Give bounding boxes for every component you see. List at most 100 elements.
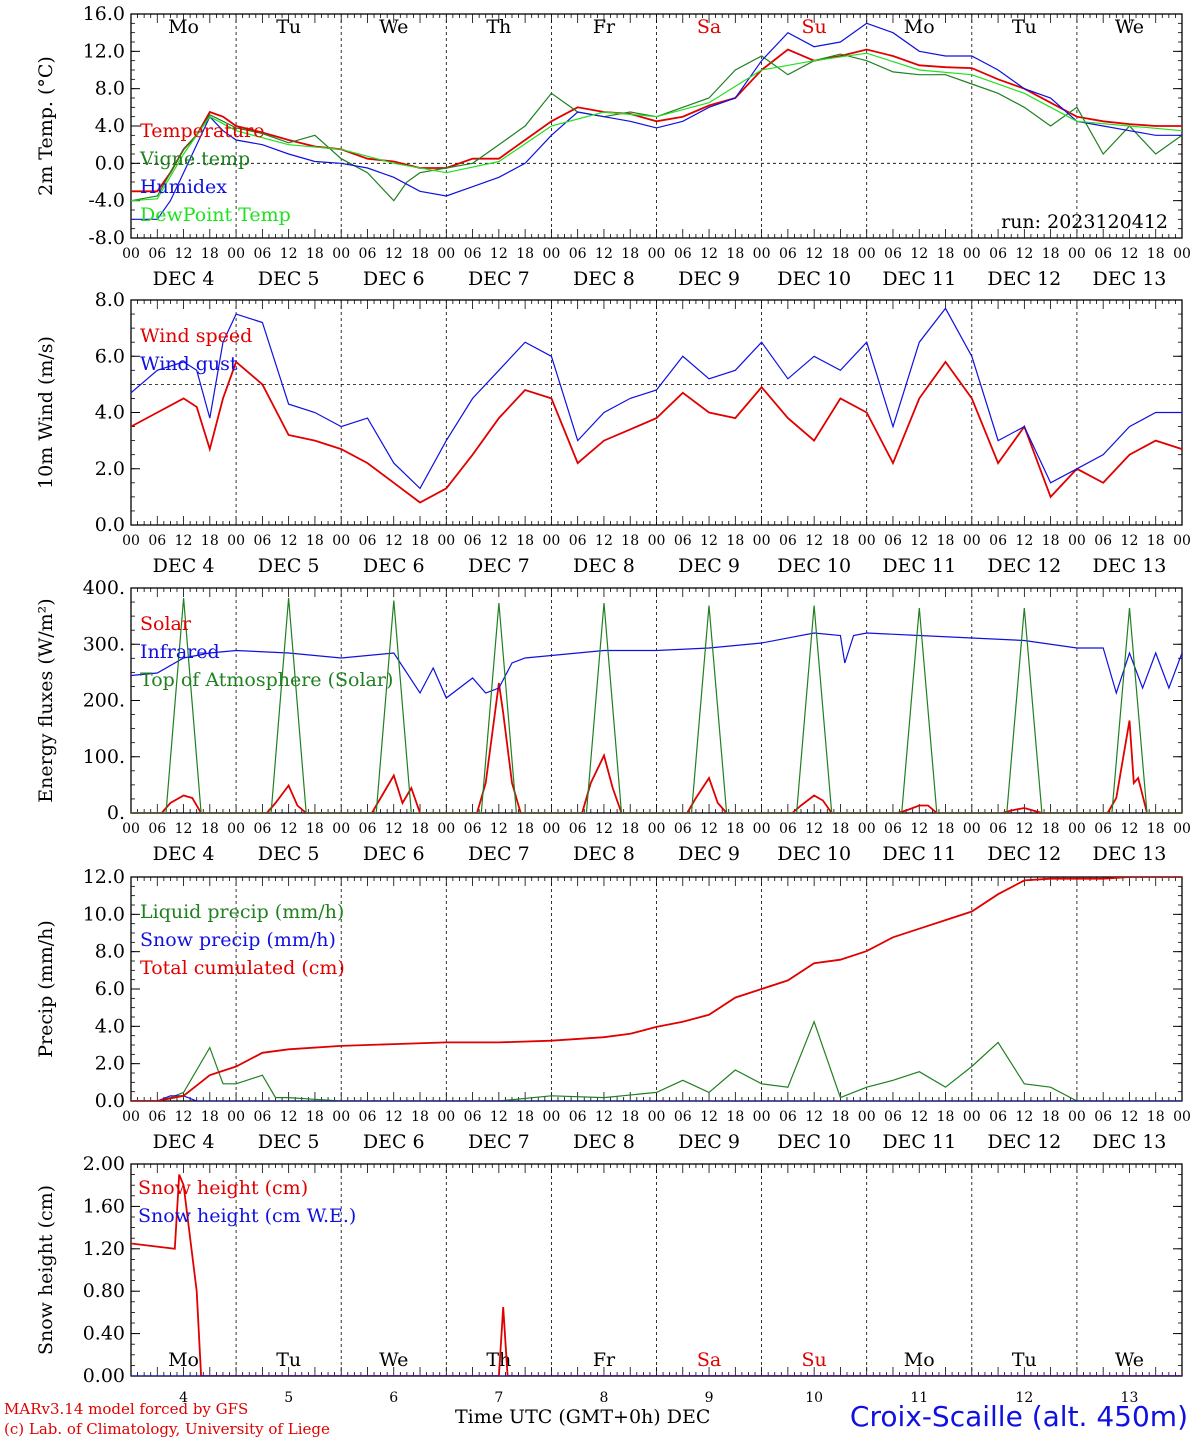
y-tick-label: 16.0: [83, 3, 125, 25]
weekday-label: We: [1115, 16, 1144, 38]
hour-label: 12: [490, 246, 508, 262]
hour-label: 06: [464, 821, 482, 837]
hour-label: 12: [1121, 533, 1139, 549]
date-label: DEC 4: [153, 1131, 215, 1153]
y-tick-label: 1.60: [83, 1195, 125, 1217]
hour-label: 12: [1015, 246, 1033, 262]
legend-entry: Vigne temp: [139, 148, 250, 170]
hour-label: 06: [359, 533, 377, 549]
date-label: DEC 13: [1093, 268, 1167, 290]
hour-label: 12: [385, 533, 403, 549]
series-line-dewpoint-temp: [131, 52, 1182, 202]
series-line-humidex: [131, 22, 1182, 220]
hour-label: 00: [437, 1109, 455, 1125]
hour-label: 06: [674, 1109, 692, 1125]
hour-label: 00: [1173, 1109, 1191, 1125]
y-tick-label: 0.00: [83, 1365, 125, 1387]
hour-label: 00: [227, 821, 245, 837]
hour-label: 00: [542, 821, 560, 837]
date-label: DEC 12: [987, 843, 1061, 865]
date-label: DEC 12: [987, 555, 1061, 577]
date-label: DEC 5: [258, 555, 320, 577]
hour-label: 00: [753, 1109, 771, 1125]
hour-label: 06: [674, 821, 692, 837]
hour-label: 06: [464, 533, 482, 549]
legend-entry: Wind speed: [140, 325, 252, 347]
hour-label: 18: [411, 821, 429, 837]
hour-label: 12: [700, 1109, 718, 1125]
hour-label: 00: [227, 1109, 245, 1125]
hour-label: 18: [1147, 1109, 1165, 1125]
weekday-label: Fr: [593, 16, 616, 38]
hour-label: 12: [805, 533, 823, 549]
series-line-top-of-atmosphere-solar-: [131, 597, 1182, 813]
hour-label: 06: [884, 246, 902, 262]
date-label: DEC 11: [882, 268, 956, 290]
hour-label: 18: [832, 533, 850, 549]
hour-label: 06: [253, 1109, 271, 1125]
hour-label: 06: [1094, 246, 1112, 262]
date-label: DEC 6: [363, 555, 425, 577]
legend-entry: Snow precip (mm/h): [140, 929, 336, 951]
hour-label: 18: [621, 821, 639, 837]
hour-label: 12: [490, 821, 508, 837]
date-label: DEC 5: [258, 1131, 320, 1153]
hour-label: 00: [227, 246, 245, 262]
date-label: DEC 4: [153, 843, 215, 865]
series-line-wind-speed: [131, 360, 1182, 504]
hour-label: 18: [1042, 821, 1060, 837]
date-label: DEC 6: [363, 1131, 425, 1153]
panel-5: 0.00 0.40 0.80 1.20 1.60 2.00 Snow height (cm)…: [35, 1153, 1183, 1406]
hour-label: 00: [332, 246, 350, 262]
series-line-solar: [131, 682, 1182, 813]
day-number-label: 12: [1015, 1390, 1033, 1406]
y-tick-label: 0.: [107, 802, 125, 824]
day-number-label: 13: [1121, 1390, 1139, 1406]
hour-label: 12: [280, 821, 298, 837]
hour-label: 00: [122, 821, 140, 837]
hour-label: 12: [910, 246, 928, 262]
series-line-infrared: [131, 632, 1182, 699]
date-label: DEC 8: [573, 555, 635, 577]
date-label: DEC 13: [1093, 555, 1167, 577]
series-line-liquid-precip-mm-h-: [131, 1019, 1182, 1101]
hour-label: 00: [332, 533, 350, 549]
hour-label: 06: [779, 1109, 797, 1125]
legend-entry: Snow height (cm W.E.): [138, 1205, 356, 1227]
panel-1: -8.0 -4.0 0.0 4.0 8.0 12.0 16.0 2m Temp. (°C) 00…: [35, 3, 1191, 290]
hour-label: 18: [621, 533, 639, 549]
hour-label: 12: [805, 1109, 823, 1125]
date-label: DEC 12: [987, 1131, 1061, 1153]
hour-label: 06: [569, 821, 587, 837]
hour-label: 18: [201, 246, 219, 262]
date-label: DEC 8: [573, 1131, 635, 1153]
hour-label: 06: [148, 246, 166, 262]
hour-label: 18: [516, 533, 534, 549]
weekday-label: Th: [486, 16, 511, 38]
hour-label: 06: [569, 533, 587, 549]
legend-entry: Temperature: [140, 120, 264, 142]
weekday-label: Su: [802, 16, 827, 38]
hour-label: 00: [1173, 821, 1191, 837]
y-tick-label: 100.: [83, 746, 125, 768]
day-number-label: 7: [494, 1390, 503, 1406]
hour-label: 18: [306, 821, 324, 837]
y-axis-label: Energy fluxes (W/m²): [35, 598, 57, 802]
hour-label: 00: [753, 533, 771, 549]
hour-label: 00: [332, 821, 350, 837]
date-label: DEC 4: [153, 268, 215, 290]
hour-label: 06: [253, 246, 271, 262]
y-tick-label: 2.0: [95, 1053, 125, 1075]
date-label: DEC 6: [363, 268, 425, 290]
hour-label: 18: [832, 246, 850, 262]
hour-label: 12: [805, 821, 823, 837]
day-number-label: 6: [389, 1390, 398, 1406]
date-label: DEC 8: [573, 843, 635, 865]
hour-label: 18: [411, 533, 429, 549]
hour-label: 06: [674, 246, 692, 262]
weekday-label: We: [1115, 1349, 1144, 1371]
hour-label: 00: [332, 1109, 350, 1125]
day-number-label: 9: [705, 1390, 714, 1406]
legend-entry: Top of Atmosphere (Solar): [140, 669, 393, 691]
